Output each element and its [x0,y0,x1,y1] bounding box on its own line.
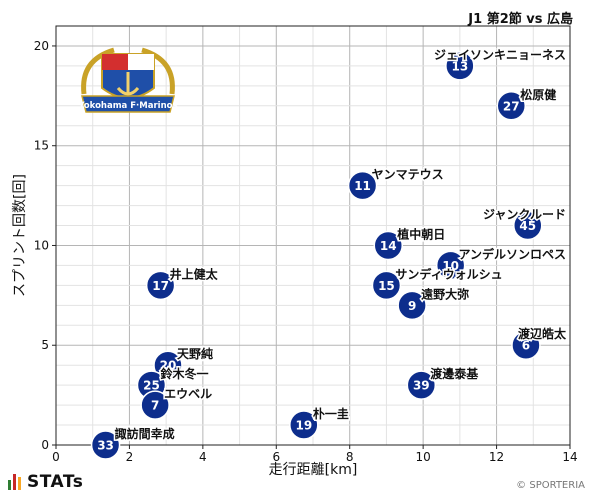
page-title: J1 第2節 vs 広島 [468,12,573,27]
anchor-fluke-icon [116,86,140,96]
crest-ribbon [81,95,175,113]
data-point: 7 エウベル [140,386,214,420]
plot-frame [55,25,571,446]
x-tick-label: 6 [272,450,280,464]
data-point-label: 井上健太 [170,266,219,281]
data-point-number: 45 [519,219,536,233]
data-point-label: 天野純 [177,346,213,361]
data-point-marker [397,290,427,321]
stats-brand: STATs [8,472,83,492]
data-point-marker [496,91,527,121]
data-point-marker [511,330,541,360]
data-point-label: 渡邊泰基 [430,366,479,381]
crest-white-quarter [128,54,154,70]
x-tick-label: 14 [562,450,577,464]
data-point-marker [371,270,402,301]
data-point-number: 6 [522,339,530,353]
data-point-marker [347,170,378,201]
data-point-number: 27 [503,99,520,113]
data-point-label: 鈴木冬一 [160,366,208,381]
y-tick-label: 0 [41,438,49,452]
data-point-marker [145,270,176,301]
data-point-label: 植中朝日 [396,226,445,241]
data-point: 9 遠野大弥 [397,285,471,321]
x-axis-label: 走行距離[km] [269,461,358,478]
data-point-marker [140,390,170,420]
data-point-number: 14 [380,239,397,253]
x-tick-label: 0 [52,450,60,464]
x-tick-label: 4 [199,450,207,464]
data-point-label: ジャンクルード [483,208,566,222]
data-point-number: 20 [160,359,177,373]
data-point-marker [445,51,475,81]
data-point-marker [406,370,437,400]
data-point-label: 渡辺皓太 [518,326,567,341]
data-point-label: ヤンマテウス [372,168,444,182]
crest-laurel-left [81,47,115,95]
data-point-marker [373,230,404,261]
y-axis-label: スプリント回数[回] [12,174,28,297]
data-point-marker [513,210,543,241]
data-point-number: 13 [452,59,469,73]
x-tick-label: 10 [416,450,431,464]
data-point-number: 33 [97,439,114,453]
team-logo: Yokohama F·Marinos [77,47,178,113]
x-tick-label: 2 [126,450,134,464]
data-point-number: 17 [152,279,169,293]
data-point-label: 朴一圭 [313,406,349,421]
data-point-label: 遠野大弥 [421,286,469,301]
data-point-number: 39 [413,379,430,393]
data-point-label: 松原健 [520,87,557,102]
copyright-credit: © SPORTERIA [516,480,585,491]
stats-brand-text: STATs [27,472,84,492]
y-tick-label: 10 [34,238,49,252]
data-point-label: アンデルソンロペス [458,246,566,261]
x-tick-label: 8 [346,450,354,464]
data-point-label: サンディウォルシュ [395,266,502,281]
data-point-marker [90,430,121,460]
data-point-number: 19 [295,419,312,433]
data-point-number: 7 [151,399,159,413]
y-tick-label: 5 [41,338,49,352]
data-point-number: 15 [378,279,395,293]
y-tick-label: 15 [34,139,49,153]
data-point-label: エウベル [164,387,212,401]
data-point-number: 10 [442,259,459,273]
data-point-label: 諏訪間幸成 [115,426,175,441]
axis-ticks: 0 2 4 6 8 10 12 14 0 5 10 15 20 [34,39,578,464]
crest-red-quarter [102,54,128,70]
stats-logo-icon [8,474,21,490]
data-point-number: 9 [408,299,416,313]
data-point-number: 25 [143,379,160,393]
data-point-marker [289,410,319,440]
data-point-marker [435,250,466,281]
x-tick-label: 12 [489,450,504,464]
y-tick-label: 20 [34,39,49,53]
data-point-marker [153,350,183,380]
data-point-label: ジェイソンキニョーネス [434,48,566,62]
data-point-number: 11 [354,179,371,193]
crest-ribbon-text: Yokohama F·Marinos [77,101,177,111]
crest-laurel-right [141,47,175,95]
